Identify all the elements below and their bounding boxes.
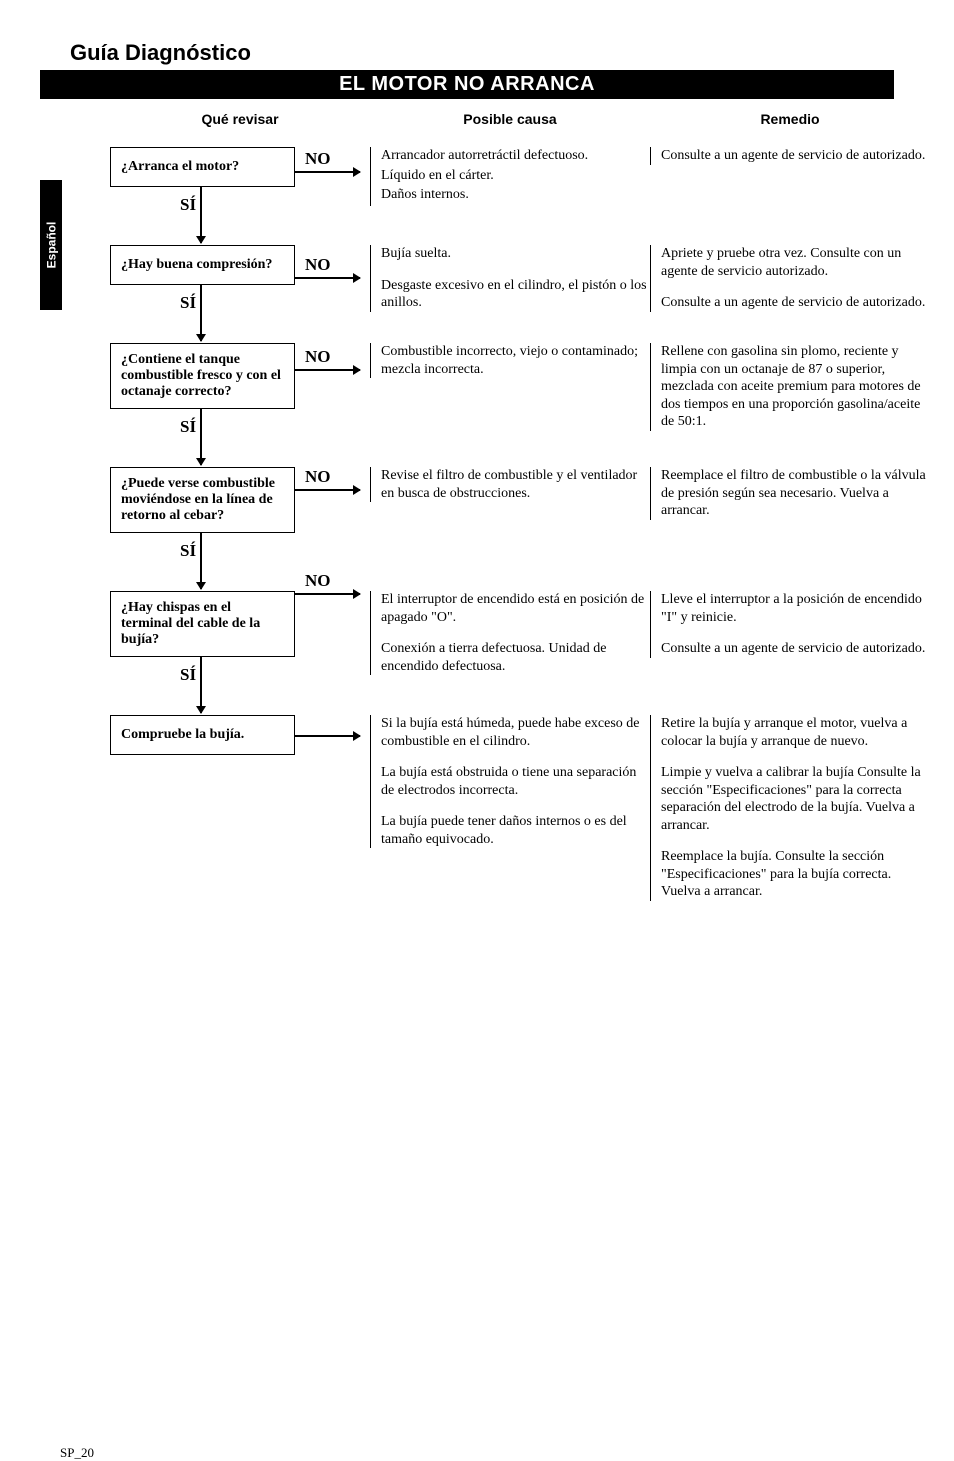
arrow-right-icon (295, 369, 360, 371)
flowchart-row: Compruebe la bujía. Si la bujía está húme… (110, 715, 894, 901)
arrow-right-icon (295, 171, 360, 173)
remedy-column: Retire la bujía y arranque el motor, vue… (650, 715, 930, 901)
flowchart-content: ¿Arranca el motor?NOSÍArrancador autorre… (110, 147, 894, 901)
cause-text: Daños internos. (381, 186, 650, 204)
remedy-text: Consulte a un agente de servicio de auto… (661, 640, 930, 658)
arrow-right-icon (295, 593, 360, 595)
header-check: Qué revisar (110, 111, 370, 127)
remedy-column: Reemplace el filtro de combustible o la … (650, 467, 930, 520)
flowchart-row: ¿Contiene el tanque combustible fresco y… (110, 343, 894, 437)
remedy-text: Reemplace la bujía. Consulte la sección … (661, 848, 930, 901)
cause-text: La bujía está obstruida o tiene una sepa… (381, 764, 650, 799)
check-column: ¿Hay buena compresión? NO SÍ (110, 245, 370, 313)
cause-text: Revise el filtro de combustible y el ven… (381, 467, 650, 502)
cause-column: Si la bujía está húmeda, puede habe exce… (370, 715, 650, 848)
cause-column: Bujía suelta. Desgaste excesivo en el cil… (370, 245, 650, 312)
si-label: SÍ (180, 665, 370, 685)
remedy-column: Rellene con gasolina sin plomo, reciente… (650, 343, 930, 431)
remedy-text: Rellene con gasolina sin plomo, reciente… (661, 343, 930, 431)
page-footer: SP_20 (60, 1445, 94, 1461)
no-label: NO (305, 255, 331, 275)
cause-text: El interruptor de encendido está en posi… (381, 591, 650, 626)
question-box: ¿Contiene el tanque combustible fresco y… (110, 343, 295, 409)
remedy-text: Consulte a un agente de servicio de auto… (661, 294, 930, 312)
arrow-down-icon (200, 409, 202, 465)
header-cause: Posible causa (370, 111, 650, 127)
question-box: ¿Hay buena compresión? (110, 245, 295, 285)
cause-column: Arrancador autorretráctil defectuoso. Líq… (370, 147, 650, 206)
cause-text: Desgaste excesivo en el cilindro, el pis… (381, 277, 650, 312)
si-label: SÍ (180, 293, 370, 313)
no-label: NO (305, 149, 331, 169)
remedy-text: Consulte a un agente de servicio de auto… (661, 147, 930, 165)
question-box: ¿Hay chispas en el terminal del cable de… (110, 591, 295, 657)
flowchart-row: ¿Hay buena compresión? NO SÍ Bujía suelta. D… (110, 245, 894, 313)
question-box: ¿Puede verse combustible moviéndose en l… (110, 467, 295, 533)
si-label: SÍ (180, 195, 370, 215)
arrow-down-icon (200, 285, 202, 341)
cause-text: La bujía puede tener daños internos o es… (381, 813, 650, 848)
remedy-column: Lleve el interruptor a la posición de en… (650, 591, 930, 658)
cause-text: Líquido en el cárter. (381, 167, 650, 185)
cause-column: El interruptor de encendido está en posi… (370, 591, 650, 675)
flowchart-row: ¿Puede verse combustible moviéndose en l… (110, 467, 894, 561)
banner-title: EL MOTOR NO ARRANCA (40, 70, 894, 99)
cause-text: Arrancador autorretráctil defectuoso. (381, 147, 650, 165)
remedy-text: Lleve el interruptor a la posición de en… (661, 591, 930, 626)
cause-column: Combustible incorrecto, viejo o contamin… (370, 343, 650, 378)
language-tab: Español (40, 180, 62, 310)
remedy-text: Retire la bujía y arranque el motor, vue… (661, 715, 930, 750)
check-column: Compruebe la bujía. (110, 715, 370, 755)
arrow-right-icon (295, 735, 360, 737)
arrow-down-icon (200, 533, 202, 589)
flowchart-row: ¿Arranca el motor?NOSÍArrancador autorre… (110, 147, 894, 215)
check-column: ¿Contiene el tanque combustible fresco y… (110, 343, 370, 437)
remedy-column: Consulte a un agente de servicio de auto… (650, 147, 930, 165)
page-title: Guía Diagnóstico (70, 40, 894, 66)
flowchart-row: ¿Hay chispas en el terminal del cable de… (110, 591, 894, 685)
check-column: ¿Puede verse combustible moviéndose en l… (110, 467, 370, 561)
cause-column: Revise el filtro de combustible y el ven… (370, 467, 650, 502)
cause-text: Bujía suelta. (381, 245, 650, 263)
cause-text: Si la bujía está húmeda, puede habe exce… (381, 715, 650, 750)
question-box: Compruebe la bujía. (110, 715, 295, 755)
check-column: ¿Arranca el motor? NO SÍ (110, 147, 370, 215)
si-label: SÍ (180, 541, 370, 561)
no-label: NO (305, 467, 331, 487)
remedy-column: Apriete y pruebe otra vez. Consulte con … (650, 245, 930, 312)
remedy-text: Apriete y pruebe otra vez. Consulte con … (661, 245, 930, 280)
arrow-right-icon (295, 489, 360, 491)
cause-text: Conexión a tierra defectuosa. Unidad de … (381, 640, 650, 675)
header-remedy: Remedio (650, 111, 930, 127)
question-box: ¿Arranca el motor? (110, 147, 295, 187)
cause-text: Combustible incorrecto, viejo o contamin… (381, 343, 650, 378)
remedy-text: Limpie y vuelva a calibrar la bujía Cons… (661, 764, 930, 834)
no-label: NO (305, 571, 331, 591)
arrow-down-icon (200, 187, 202, 243)
language-label: Español (44, 222, 58, 269)
si-label: SÍ (180, 417, 370, 437)
arrow-right-icon (295, 277, 360, 279)
column-headers: Qué revisar Posible causa Remedio (110, 111, 894, 127)
arrow-down-icon (200, 657, 202, 713)
remedy-text: Reemplace el filtro de combustible o la … (661, 467, 930, 520)
no-label: NO (305, 347, 331, 367)
check-column: ¿Hay chispas en el terminal del cable de… (110, 591, 370, 685)
